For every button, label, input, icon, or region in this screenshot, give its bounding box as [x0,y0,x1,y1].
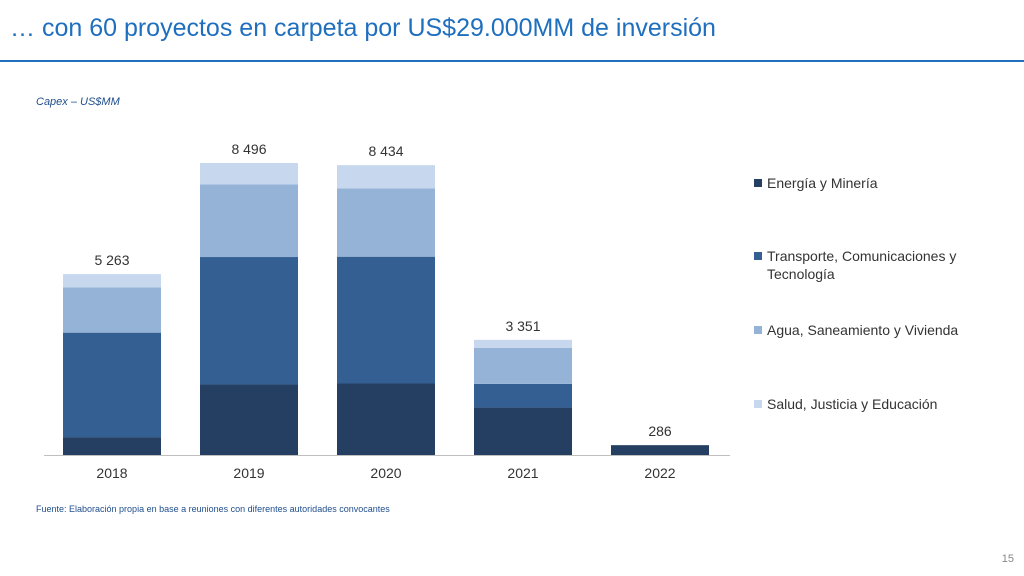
total-label-2019: 8 496 [231,141,266,157]
bar-agua-2021 [474,347,572,384]
legend-label-salud: Salud, Justicia y Educación [767,396,938,412]
bar-energia-2022 [611,445,709,455]
bar-transporte-2021 [474,383,572,408]
x-tick-label-2019: 2019 [233,465,264,481]
bar-transporte-2020 [337,256,435,384]
legend-swatch-energia [754,179,762,187]
bar-agua-2018 [63,287,161,333]
legend-label-energia: Energía y Minería [767,175,878,191]
bar-salud-2019 [200,163,298,185]
bar-agua-2020 [337,188,435,257]
page-number: 15 [1001,553,1014,565]
total-label-2018: 5 263 [94,252,129,268]
bar-salud-2018 [63,274,161,288]
bar-energia-2020 [337,383,435,455]
bar-transporte-2018 [63,332,161,438]
legend-label-agua: Agua, Saneamiento y Vivienda [767,322,959,338]
legend-swatch-agua [754,326,762,334]
bar-agua-2019 [200,184,298,258]
slide-title: … con 60 proyectos en carpeta por US$29.… [10,14,716,42]
x-tick-label-2022: 2022 [644,465,675,481]
bar-energia-2019 [200,384,298,455]
title-divider [0,60,1024,62]
source-note: Fuente: Elaboración propia en base a reu… [36,504,390,514]
total-label-2021: 3 351 [505,318,540,334]
bar-salud-2020 [337,165,435,189]
legend-swatch-transporte [754,252,762,260]
total-label-2022: 286 [648,423,672,439]
legend-swatch-salud [754,400,762,408]
x-tick-label-2018: 2018 [96,465,127,481]
x-tick-label-2021: 2021 [507,465,538,481]
legend-label-transporte: Transporte, Comunicaciones y Tecnología [767,248,957,282]
x-tick-label-2020: 2020 [370,465,401,481]
bar-transporte-2019 [200,257,298,385]
chart-subtitle: Capex – US$MM [36,96,120,108]
bar-salud-2021 [474,339,572,348]
bar-energia-2021 [474,407,572,455]
stacked-bar-chart: 5 263 2018 8 496 2019 8 434 2020 3 351 2021 286 2… [44,141,730,481]
bar-energia-2018 [63,437,161,455]
total-label-2020: 8 434 [368,143,403,159]
